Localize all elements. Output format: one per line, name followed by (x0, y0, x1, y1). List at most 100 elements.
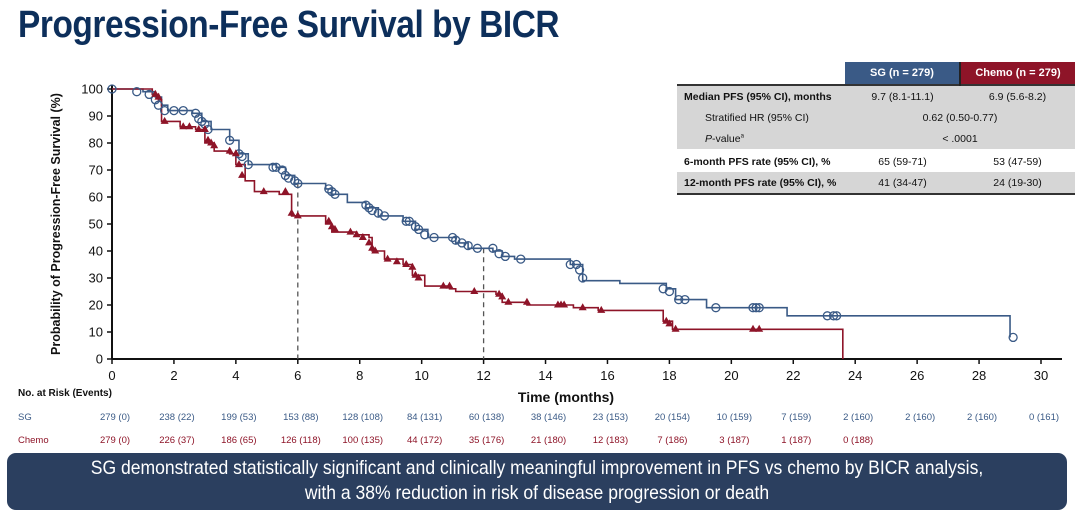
sg-censor-mark (574, 265, 585, 275)
y-tick-label: 60 (89, 190, 103, 205)
y-tick-label: 50 (89, 217, 103, 232)
sg-censor-mark (711, 303, 721, 313)
x-tick-label: 20 (724, 368, 738, 383)
sg-censor-mark (404, 216, 414, 226)
risk-cell-chemo: 44 (172) (406, 435, 443, 446)
risk-cell-sg: 128 (108) (342, 412, 384, 423)
sg-censor-mark (457, 238, 467, 248)
risk-cell-chemo: 186 (65) (221, 435, 257, 446)
stats-label: Median PFS (95% CI), months (677, 84, 845, 107)
stats-value-sg: 9.7 (8.1-11.1) (845, 84, 960, 107)
chemo-censor-mark (755, 324, 764, 332)
sg-censor-mark (429, 232, 439, 243)
stats-table: SG (n = 279) Chemo (n = 279) Median PFS … (677, 62, 1075, 195)
y-tick-label: 40 (89, 244, 103, 259)
sg-censor-mark (280, 170, 291, 181)
chemo-censor-mark (194, 125, 203, 132)
chemo-censor-mark (414, 273, 423, 281)
sg-censor-mark (500, 251, 510, 262)
chemo-censor-mark (402, 260, 411, 267)
p-italic: P (705, 132, 713, 145)
risk-cell-sg: 10 (159) (716, 412, 753, 423)
y-tick-label: 10 (89, 325, 103, 340)
stats-value-sg: 65 (59-71) (845, 149, 960, 172)
risk-cell-chemo: 100 (135) (342, 435, 384, 446)
sg-censor-mark (494, 249, 504, 259)
x-tick-label: 6 (294, 368, 301, 383)
x-tick-label: 4 (232, 368, 239, 383)
chemo-censor-mark (346, 227, 355, 235)
sg-censor-mark (401, 216, 411, 226)
chemo-censor-mark (234, 160, 243, 168)
sg-censor-mark (324, 184, 334, 194)
chemo-censor-mark (324, 216, 333, 224)
sg-censor-mark (243, 159, 253, 170)
sg-censor-mark (451, 235, 461, 245)
sg-censor-mark (447, 232, 458, 243)
sg-censor-mark (237, 151, 247, 162)
sg-censor-mark (754, 303, 764, 313)
chemo-censor-mark (160, 116, 169, 124)
chemo-censor-mark (225, 146, 234, 154)
sg-censor-mark (413, 224, 424, 235)
conclusion-banner: SG demonstrated statistically significan… (7, 453, 1067, 510)
y-tick-label: 90 (89, 109, 103, 124)
sg-censor-mark (361, 200, 371, 210)
chemo-censor-mark (665, 319, 674, 327)
p-footnote: a (740, 133, 744, 139)
chemo-censor-mark (439, 281, 448, 289)
stats-row-median: Median PFS (95% CI), months 9.7 (8.1-11.… (677, 84, 1075, 107)
sg-censor-mark (194, 114, 204, 124)
risk-cell-chemo: 21 (180) (530, 435, 567, 446)
chemo-censor-mark (365, 238, 374, 246)
risk-cell-sg: 38 (146) (530, 412, 567, 423)
sg-censor-mark (330, 189, 340, 199)
chemo-censor-mark (293, 211, 302, 219)
chemo-censor-mark (287, 208, 296, 216)
risk-label-chemo: Chemo (18, 435, 49, 446)
sg-censor-mark (178, 105, 188, 116)
chemo-censor-mark (749, 324, 758, 332)
x-tick-label: 0 (108, 368, 115, 383)
y-tick-label: 100 (81, 82, 103, 97)
sg-censor-mark (283, 173, 294, 183)
chemo-censor-mark (330, 224, 339, 232)
sg-censor-mark (132, 87, 142, 97)
chemo-censor-mark (154, 92, 163, 100)
risk-table: No. at Risk (Events) SG Chemo 279 (0) 238… (0, 386, 1080, 446)
chemo-censor-mark (371, 246, 380, 254)
chemo-censor-mark (179, 122, 188, 130)
stats-header-row: SG (n = 279) Chemo (n = 279) (677, 62, 1075, 85)
risk-cell-chemo: 7 (186) (657, 435, 688, 446)
chemo-censor-mark (185, 122, 194, 130)
x-tick-label: 10 (414, 368, 428, 383)
risk-cell-sg: 7 (159) (781, 412, 812, 423)
sg-censor-mark (516, 254, 526, 264)
x-tick-label: 8 (356, 368, 363, 383)
sg-censor-mark (658, 284, 668, 294)
sg-censor-mark (153, 100, 164, 110)
sg-censor-mark (268, 162, 278, 172)
risk-cell-sg: 20 (154) (654, 412, 691, 423)
risk-cell-sg: 238 (22) (159, 412, 195, 423)
risk-cell-sg: 60 (138) (468, 412, 505, 423)
x-axis-label: Time (months) (518, 389, 614, 405)
risk-cell-chemo: 35 (176) (468, 435, 505, 446)
sg-censor-mark (225, 135, 235, 145)
banner-line-1: SG demonstrated statistically significan… (90, 457, 984, 479)
sg-censor-mark (327, 186, 337, 197)
chemo-censor-mark (231, 149, 240, 157)
x-tick-label: 28 (972, 368, 986, 383)
stats-value-chemo: 6.9 (5.6-8.2) (960, 84, 1075, 107)
stats-row-12mo: 12-month PFS rate (95% CI), % 41 (34-47)… (677, 172, 1075, 195)
x-tick-label: 22 (786, 368, 800, 383)
risk-cell-sg: 2 (160) (905, 412, 936, 423)
stats-row-6mo: 6-month PFS rate (95% CI), % 65 (59-71) … (677, 149, 1075, 172)
sg-censor-mark (463, 240, 473, 251)
sg-censor-mark (364, 203, 374, 213)
sg-censor-mark (410, 222, 421, 232)
risk-cell-sg: 2 (160) (967, 412, 998, 423)
stats-row-hr: Stratified HR (95% CI) 0.62 (0.50-0.77) (677, 107, 1075, 128)
y-tick-label: 80 (89, 136, 103, 151)
